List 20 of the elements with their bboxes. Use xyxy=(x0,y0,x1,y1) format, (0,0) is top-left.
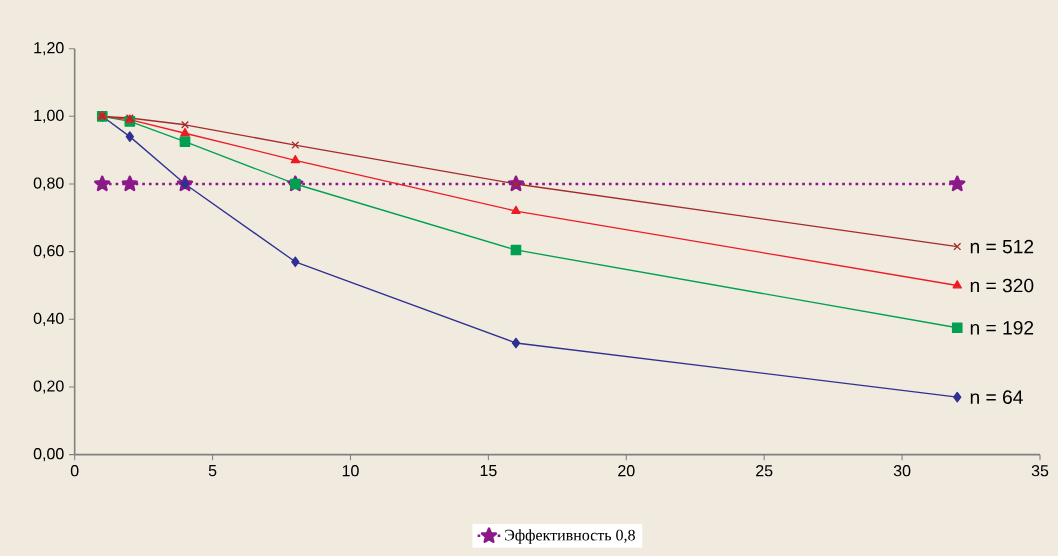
series-label: n = 64 xyxy=(970,390,1023,404)
y-tick-label: 0,60 xyxy=(33,245,64,259)
y-tick-label: 0,40 xyxy=(33,312,64,326)
y-tick-label: 1,00 xyxy=(34,109,64,123)
x-tick-label: 25 xyxy=(756,465,773,477)
series-label: n = 192 xyxy=(970,320,1034,335)
x-tick-label: 20 xyxy=(618,465,635,477)
x-tick-label: 15 xyxy=(480,465,497,477)
x-tick-label: 10 xyxy=(342,465,359,477)
y-tick-label: 0,20 xyxy=(33,380,64,394)
y-tick-label: 1,20 xyxy=(34,42,64,56)
x-tick-label: 30 xyxy=(893,465,911,477)
x-tick-label: 0 xyxy=(70,465,79,477)
x-tick-label: 35 xyxy=(1031,465,1049,477)
legend-label: Эффективность 0,8 xyxy=(505,529,635,544)
y-tick-label: 0,80 xyxy=(33,177,64,191)
x-tick-label: 5 xyxy=(208,465,217,477)
series-label: n = 512 xyxy=(970,239,1034,254)
y-tick-label: 0,00 xyxy=(33,448,64,462)
series-label: n = 320 xyxy=(970,278,1034,293)
